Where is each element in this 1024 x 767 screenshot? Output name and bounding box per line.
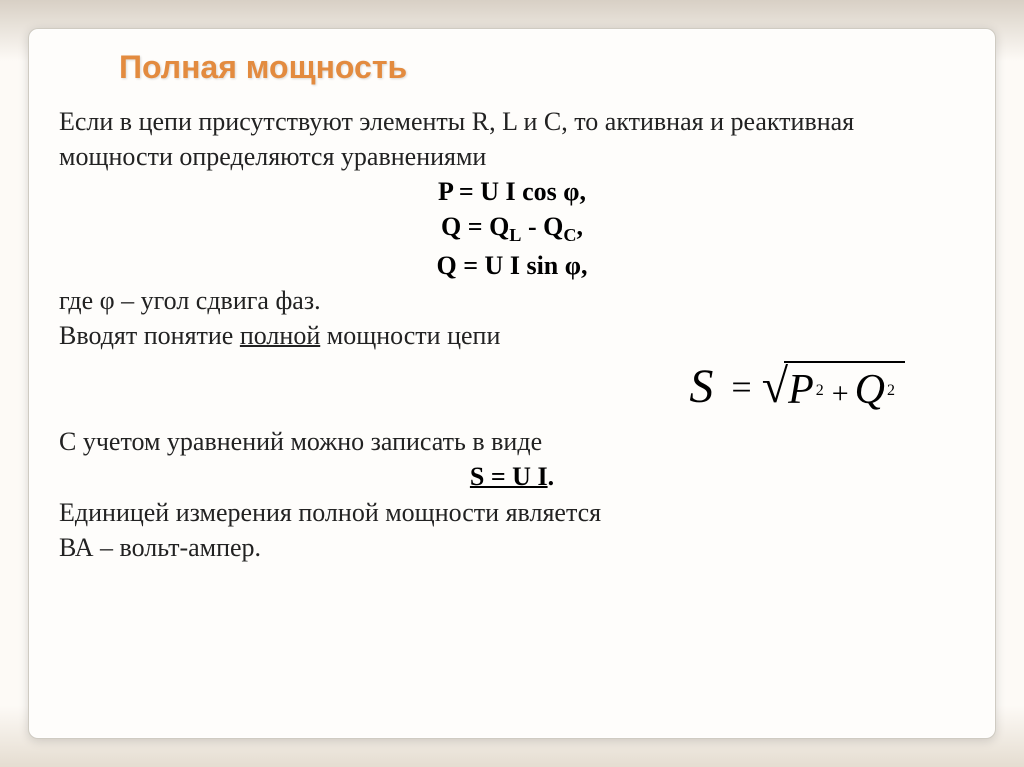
eq4-underline: S = U I [470,462,548,491]
para2b-underline: полной [240,321,320,350]
paragraph-3: С учетом уравнений можно записать в виде [59,424,965,459]
eq2-left: Q = Q [441,212,509,241]
sqrt-plus: + [832,377,849,410]
sqrt-s: S [689,359,713,414]
radicand: P2 + Q2 [784,361,905,413]
eq2-mid: - Q [521,212,563,241]
sqrt-eq: = [731,366,751,408]
eq2-end: , [576,212,583,241]
equation-sqrt: S = √ P2 + Q2 [59,359,965,414]
equation-q-sin: Q = U I sin φ, [59,248,965,283]
slide-frame: Полная мощность Если в цепи присутствуют… [28,28,996,739]
paragraph-unit-1: Единицей измерения полной мощности являе… [59,495,965,530]
slide-title: Полная мощность [119,49,965,86]
sqrt-q: Q [855,367,885,413]
sqrt-p-exp: 2 [816,382,824,400]
sqrt-q-exp: 2 [887,382,895,400]
equation-s-ui: S = U I. [59,459,965,494]
sqrt-p: P [788,367,814,413]
eq2-sub-c: C [563,225,576,245]
paragraph-full-power: Вводят понятие полной мощности цепи [59,318,965,353]
radical-sign: √ [762,363,784,411]
eq4-dot: . [548,462,555,491]
equation-q-lc: Q = QL - QC, [59,209,965,248]
paragraph-1: Если в цепи присутствуют элементы R, L и… [59,104,965,174]
para2b-post: мощности цепи [320,321,500,350]
para2b-pre: Вводят понятие [59,321,240,350]
radical: √ P2 + Q2 [762,361,905,413]
eq2-sub-l: L [509,225,521,245]
paragraph-unit-2: ВА – вольт-ампер. [59,530,965,565]
paragraph-phase: где φ – угол сдвига фаз. [59,283,965,318]
equation-p: P = U I cos φ, [59,174,965,209]
